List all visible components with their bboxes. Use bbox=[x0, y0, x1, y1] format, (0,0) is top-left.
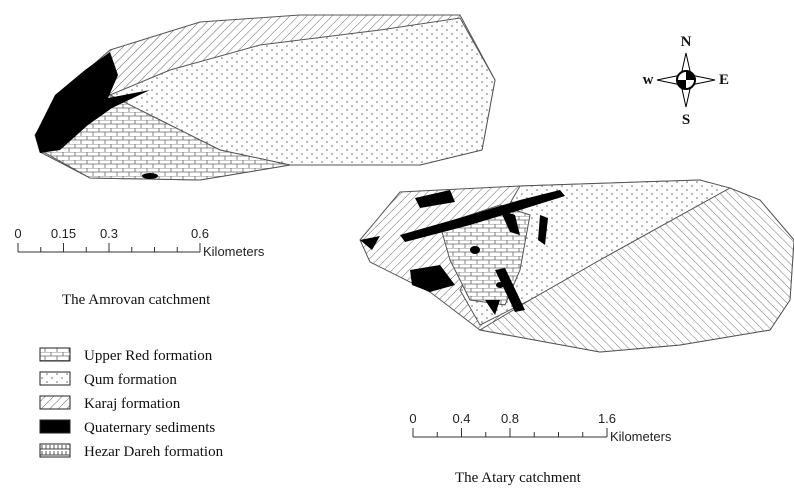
atary-map bbox=[360, 180, 794, 352]
compass: N E S w bbox=[643, 34, 729, 128]
caption: The Atary catchment bbox=[455, 470, 582, 486]
legend-swatch bbox=[40, 444, 70, 457]
legend-label: Karaj formation bbox=[84, 396, 181, 412]
scale-label: 0.6 bbox=[191, 226, 209, 241]
scale-label: 0.3 bbox=[100, 226, 118, 241]
legend-label: Qum formation bbox=[84, 372, 177, 388]
scale-label: 0 bbox=[409, 411, 416, 426]
legend-label: Hezar Dareh formation bbox=[84, 444, 224, 460]
compass-west: w bbox=[643, 72, 654, 88]
legend-swatch bbox=[40, 372, 70, 385]
compass-south: S bbox=[682, 112, 690, 128]
quaternary-zone bbox=[142, 173, 158, 179]
legend-label: Upper Red formation bbox=[84, 348, 213, 364]
scale-label: 0.8 bbox=[501, 411, 519, 426]
scale-unit: Kilometers bbox=[610, 429, 672, 444]
scale-label: 1.6 bbox=[598, 411, 616, 426]
page: N E S w The Amrovan catchment The Atary … bbox=[0, 0, 794, 498]
scale-unit: Kilometers bbox=[203, 244, 265, 259]
compass-north: N bbox=[681, 34, 692, 50]
caption: The Amrovan catchment bbox=[62, 292, 211, 308]
scale-label: 0.4 bbox=[452, 411, 470, 426]
scale-label: 0.15 bbox=[51, 226, 76, 241]
scale-label: 0 bbox=[14, 226, 21, 241]
legend-label: Quaternary sediments bbox=[84, 420, 215, 436]
legend-swatch bbox=[40, 420, 70, 433]
compass-east: E bbox=[719, 72, 729, 88]
map: N E S w The Amrovan catchment The Atary … bbox=[0, 0, 794, 498]
amrovan-map bbox=[35, 15, 495, 180]
legend-swatch bbox=[40, 396, 70, 409]
legend-swatch bbox=[40, 348, 70, 361]
